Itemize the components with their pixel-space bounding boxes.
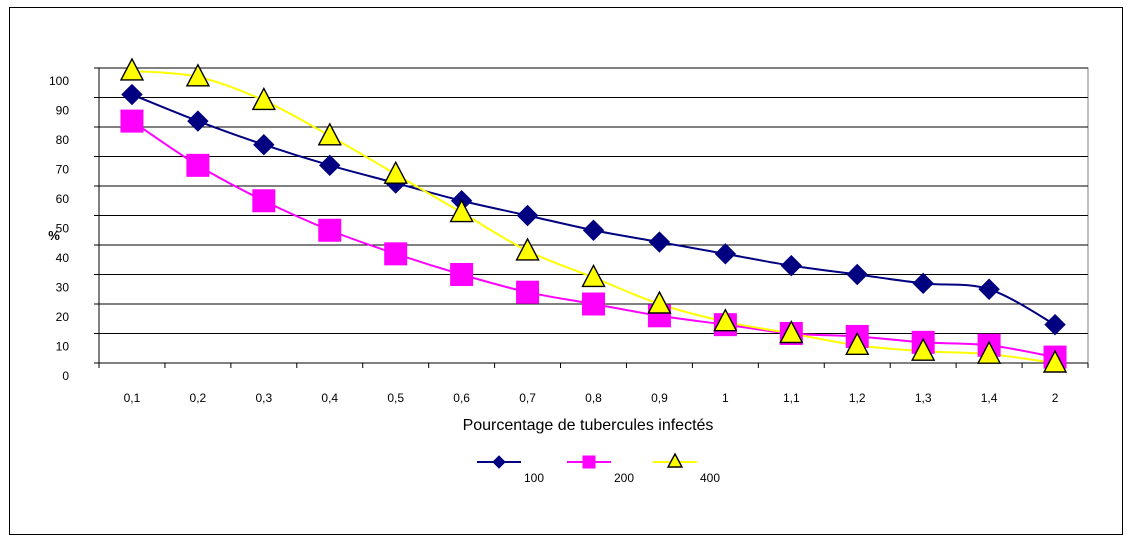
- y-tick-label: 20: [56, 310, 70, 324]
- chart-frame: 0 10 20 30 40 50 60 70 80 90 100 0,1 0,2 0,3 0,4 0,5 0,…: [9, 7, 1123, 535]
- data-point-diamond: [978, 278, 1000, 300]
- x-tick-label: 1,2: [849, 391, 866, 405]
- legend-label: 400: [700, 471, 720, 485]
- y-tick-label: 70: [56, 163, 70, 177]
- legend-label: 100: [524, 471, 544, 485]
- data-point-square: [318, 218, 342, 242]
- data-point-triangle: [581, 263, 606, 288]
- legend: 100 200 400: [477, 452, 720, 485]
- data-point-triangle: [845, 331, 870, 355]
- axes: [94, 67, 1089, 368]
- y-tick-label: 30: [56, 281, 70, 295]
- data-point-triangle: [666, 452, 684, 468]
- data-point-diamond: [714, 243, 737, 265]
- data-point-diamond: [582, 219, 605, 241]
- x-tick-label: 1,1: [783, 391, 800, 405]
- data-point-diamond: [912, 272, 934, 295]
- x-tick-label: 2: [1052, 391, 1059, 405]
- y-tick-label: 40: [56, 251, 70, 265]
- data-point-diamond: [846, 263, 868, 286]
- data-point-triangle: [713, 308, 738, 332]
- data-point-square: [186, 153, 210, 177]
- data-point-diamond: [648, 231, 671, 253]
- y-tick-label: 90: [56, 104, 70, 118]
- data-point-triangle: [185, 63, 211, 87]
- data-point-diamond: [516, 204, 539, 227]
- x-tick-label: 0,3: [255, 391, 272, 405]
- x-tick-label: 0,6: [453, 391, 470, 405]
- x-tick-label: 1,4: [981, 391, 998, 405]
- data-point-diamond: [121, 83, 143, 106]
- data-point-diamond: [187, 110, 209, 132]
- x-tick-label: 0,1: [124, 391, 141, 405]
- y-axis-label: %: [48, 228, 60, 243]
- data-point-square: [582, 292, 605, 316]
- data-point-square: [384, 242, 408, 266]
- data-point-triangle: [976, 340, 1002, 364]
- y-tick-label: 10: [56, 340, 70, 354]
- data-point-triangle: [251, 86, 276, 111]
- data-point-triangle: [1042, 349, 1068, 373]
- y-tick-label: 0: [62, 369, 69, 383]
- x-tick-label: 0,8: [585, 391, 602, 405]
- x-tick-label: 0,7: [519, 391, 536, 405]
- data-point-square: [252, 189, 276, 213]
- data-point-square: [120, 109, 144, 133]
- x-tick-label: 0,9: [651, 391, 668, 405]
- data-point-triangle: [119, 57, 145, 81]
- x-tick-label: 0,2: [190, 391, 207, 405]
- data-point-square: [516, 280, 540, 304]
- data-point-triangle: [647, 290, 672, 314]
- legend-label: 200: [614, 471, 634, 485]
- x-tick-label: 1,3: [915, 391, 932, 405]
- data-point-triangle: [383, 160, 408, 184]
- x-axis-label: Pourcentage de tubercules infectés: [463, 417, 714, 434]
- x-tick-label: 0,5: [387, 391, 404, 405]
- y-tick-label: 60: [56, 192, 70, 206]
- data-point-triangle: [449, 199, 474, 223]
- series-markers: [119, 57, 1068, 373]
- y-tick-labels: 0 10 20 30 40 50 60 70 80 90 100: [49, 74, 69, 383]
- data-point-diamond: [492, 455, 506, 469]
- x-tick-label: 0,4: [321, 391, 338, 405]
- data-point-triangle: [317, 122, 342, 146]
- data-point-triangle: [911, 337, 936, 361]
- y-tick-label: 50: [56, 222, 70, 236]
- data-point-diamond: [253, 133, 275, 156]
- data-point-square: [582, 455, 596, 469]
- y-tick-label: 100: [49, 74, 69, 88]
- data-point-diamond: [780, 254, 803, 277]
- data-point-square: [450, 263, 474, 286]
- x-tick-label: 1: [722, 391, 729, 405]
- data-point-triangle: [515, 237, 540, 261]
- x-tick-labels: 0,1 0,2 0,3 0,4 0,5 0,6 0,7 0,8 0,9 1 1,1 1,2 1,3 1,4…: [124, 391, 1059, 405]
- y-tick-label: 80: [56, 133, 70, 147]
- data-point-triangle: [779, 319, 804, 344]
- data-point-diamond: [319, 154, 341, 177]
- data-point-diamond: [1044, 313, 1066, 336]
